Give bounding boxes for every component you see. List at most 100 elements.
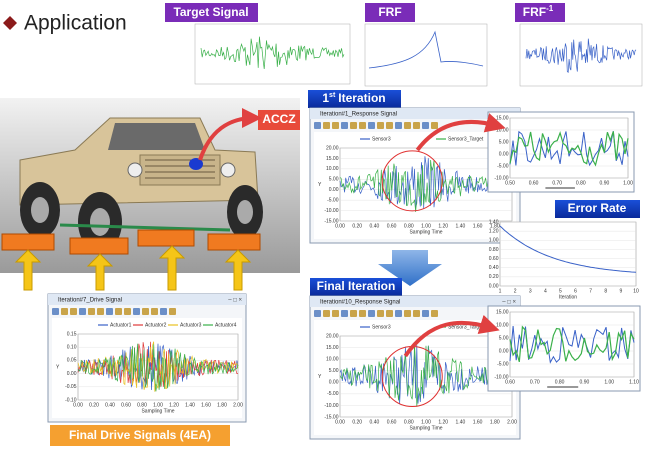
- label-text: FRF: [523, 5, 546, 19]
- legend-label: Sensor3_Target: [448, 136, 484, 142]
- toolbar-icon: [61, 308, 68, 315]
- label-box: [258, 110, 300, 130]
- toolbar-icon: [52, 308, 59, 315]
- plot-area: [509, 117, 629, 179]
- callout-arrow: [198, 108, 262, 161]
- y-tick-label: -10.00: [494, 175, 508, 181]
- x-tick-label: 9: [619, 288, 622, 294]
- y-tick-label: -0.10: [65, 397, 77, 403]
- x-tick-label: 0.00: [335, 419, 345, 425]
- window-controls: – □ ×: [228, 298, 242, 304]
- x-tick-label: 0.40: [370, 223, 380, 229]
- x-tick-label: 0.80: [404, 223, 414, 229]
- x-tick-label: 0.80: [404, 419, 414, 425]
- down-arrow: [378, 250, 442, 286]
- toolbar-icon: [115, 308, 122, 315]
- window-title: Iteration#1_Response Signal: [320, 112, 397, 118]
- label-box: [165, 3, 258, 22]
- y-tick-label: 5.00: [499, 335, 509, 341]
- x-tick-label: 0.40: [105, 402, 115, 408]
- label-box: [50, 425, 230, 446]
- scrollbar: [545, 187, 575, 189]
- bullet: [3, 16, 17, 30]
- toolbar-icon: [106, 308, 113, 315]
- x-tick-label: 1.60: [473, 419, 483, 425]
- label: 1st Iteration: [322, 91, 385, 105]
- label: Error Rate: [568, 201, 627, 215]
- x-tick-label: 0.70: [552, 180, 562, 186]
- toolbar-icon: [350, 122, 357, 129]
- y-axis-label: Y: [318, 374, 322, 380]
- x-tick-label: 3: [529, 288, 532, 294]
- x-tick-label: 0.70: [530, 379, 540, 385]
- thumb-plot: [194, 23, 351, 85]
- y-tick-label: -0.05: [65, 384, 77, 390]
- y-axis-label: Y: [318, 182, 322, 188]
- x-tick-label: 5: [559, 288, 562, 294]
- window-title: Iteration#10_Response Signal: [320, 300, 400, 306]
- label-box: [365, 3, 415, 22]
- x-tick-label: 0.40: [370, 419, 380, 425]
- callout-arrow: [415, 113, 506, 152]
- x-tick-label: 0.60: [529, 180, 539, 186]
- x-tick-label: 0.20: [352, 419, 362, 425]
- y-tick-label: -15.00: [324, 414, 338, 420]
- toolbar-icon: [79, 308, 86, 315]
- x-tick-label: 0.60: [387, 419, 397, 425]
- legend-label: Actuator1: [110, 322, 132, 328]
- x-tick-label: 8: [604, 288, 607, 294]
- y-tick-label: 10.00: [496, 127, 509, 133]
- toolbar-icon: [314, 310, 321, 317]
- toolbar-icon: [386, 310, 393, 317]
- y-tick-label: 0.60: [489, 256, 499, 262]
- y-tick-label: 10.00: [496, 322, 509, 328]
- window-controls: – □ ×: [502, 300, 516, 306]
- y-tick-label: 1.20: [489, 228, 499, 234]
- y-tick-label: 0.15: [67, 331, 77, 337]
- x-tick-label: 0.50: [505, 180, 515, 186]
- toolbar-icon: [332, 122, 339, 129]
- toolbar-icon: [413, 122, 420, 129]
- toolbar-icon: [133, 308, 140, 315]
- label-box: [555, 200, 640, 218]
- signal-trace: [509, 130, 629, 167]
- x-tick-label: 0.80: [576, 180, 586, 186]
- x-tick-label: 2: [514, 288, 517, 294]
- y-tick-label: 5.00: [329, 368, 339, 374]
- label-box: [515, 3, 565, 22]
- label: Target Signal: [173, 5, 248, 19]
- y-tick-label: 0.00: [67, 371, 77, 377]
- x-tick-label: 0.90: [580, 379, 590, 385]
- x-tick-label: 1.00: [604, 379, 614, 385]
- y-tick-label: 0.80: [489, 247, 499, 253]
- signal-trace: [200, 36, 345, 70]
- x-tick-label: 1.20: [438, 419, 448, 425]
- x-tick-label: 1: [499, 288, 502, 294]
- frf-curve: [368, 30, 484, 69]
- highlight-circle: [381, 150, 443, 212]
- y-tick-label: 10.00: [326, 356, 339, 362]
- toolbar-icon: [359, 122, 366, 129]
- y-tick-label: 1.00: [489, 238, 499, 244]
- legend-label: Actuator3: [180, 322, 202, 328]
- legend-label: Actuator4: [215, 322, 237, 328]
- x-tick-label: 1.10: [629, 379, 639, 385]
- toolbar-icon: [431, 310, 438, 317]
- scrollbar: [547, 386, 579, 388]
- signal-trace: [77, 343, 239, 392]
- y-tick-label: 15.00: [496, 115, 509, 121]
- x-tick-label: 0.80: [555, 379, 565, 385]
- toolbar-icon: [404, 310, 411, 317]
- y-axis-label: Y: [56, 364, 60, 370]
- toolbar-icon: [377, 122, 384, 129]
- y-tick-label: -5.00: [327, 197, 339, 203]
- error-curve: [499, 225, 637, 273]
- toolbar-icon: [422, 122, 429, 129]
- x-tick-label: 1.40: [185, 402, 195, 408]
- toolbar-icon: [341, 122, 348, 129]
- title-bar: [48, 294, 246, 305]
- y-tick-label: 10.00: [326, 166, 339, 172]
- label: FRF: [378, 5, 401, 19]
- x-tick-label: 0.20: [89, 402, 99, 408]
